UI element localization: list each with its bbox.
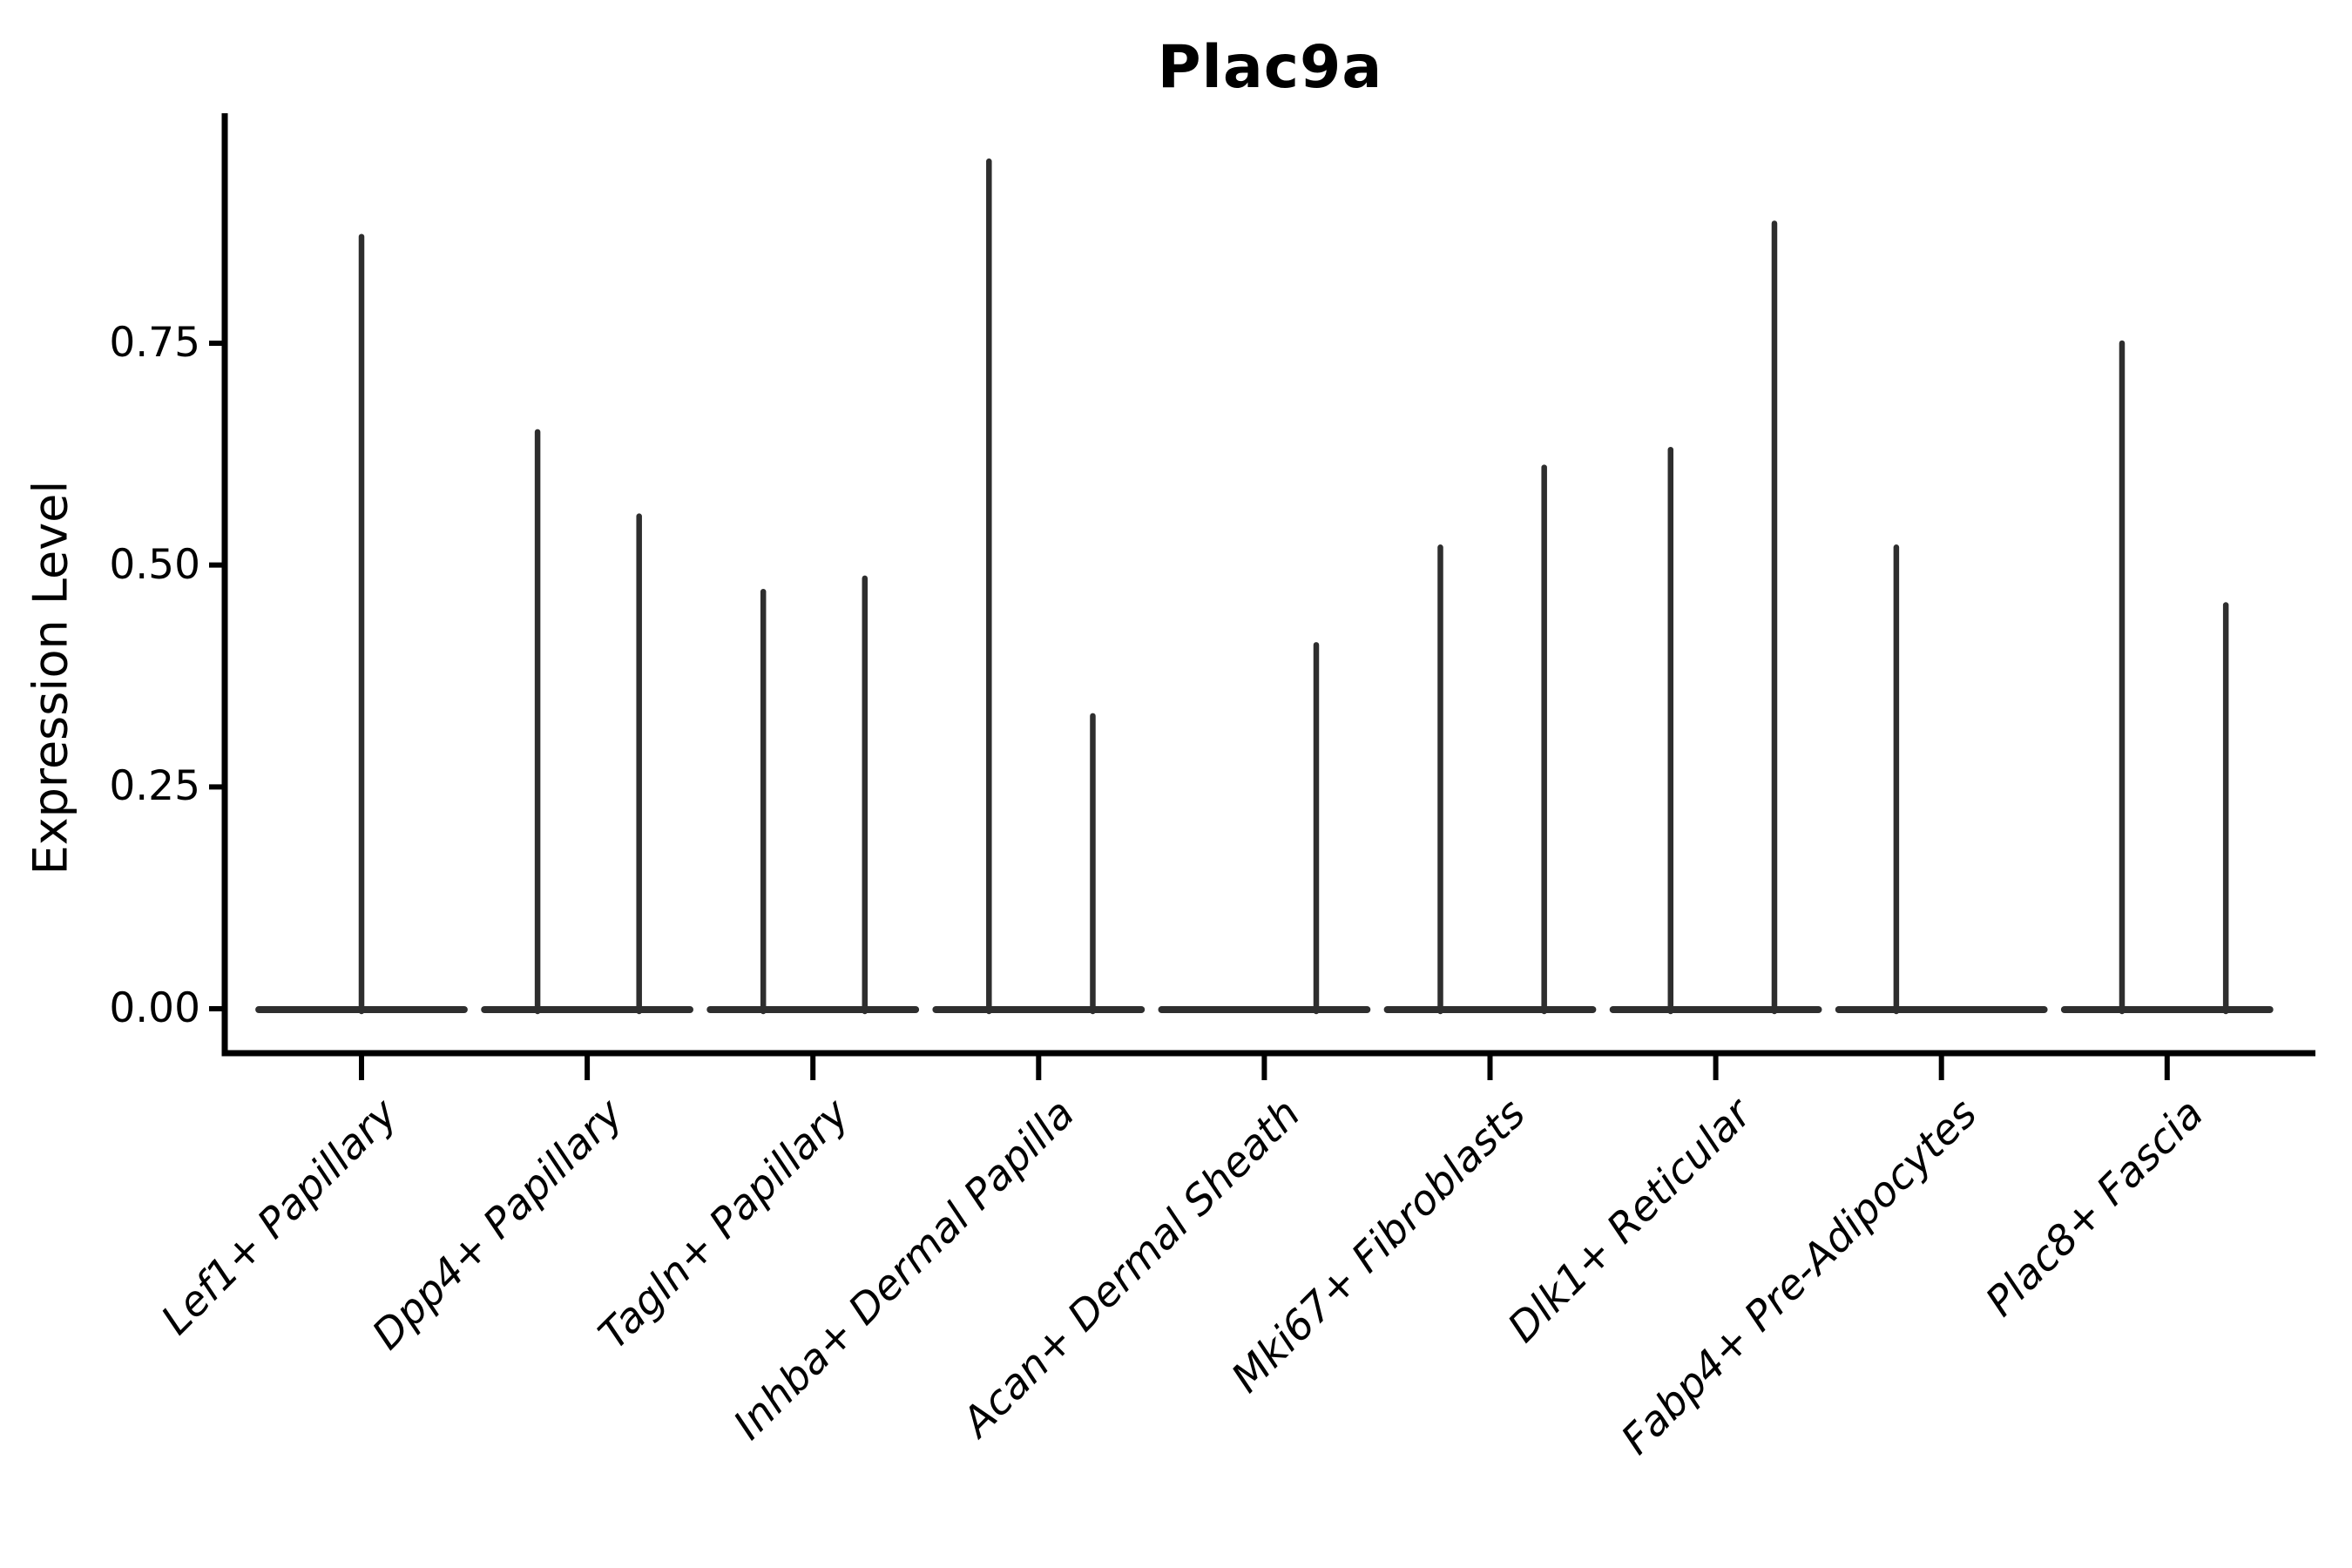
y-tick-label: 0.25 <box>109 762 200 811</box>
y-axis-label: Expression Level <box>23 480 78 875</box>
y-tick-label: 0.75 <box>109 318 200 367</box>
y-tick-label: 0.00 <box>109 984 200 1032</box>
chart-title: Plac9a <box>1157 33 1383 102</box>
y-tick-label: 0.50 <box>109 540 200 589</box>
